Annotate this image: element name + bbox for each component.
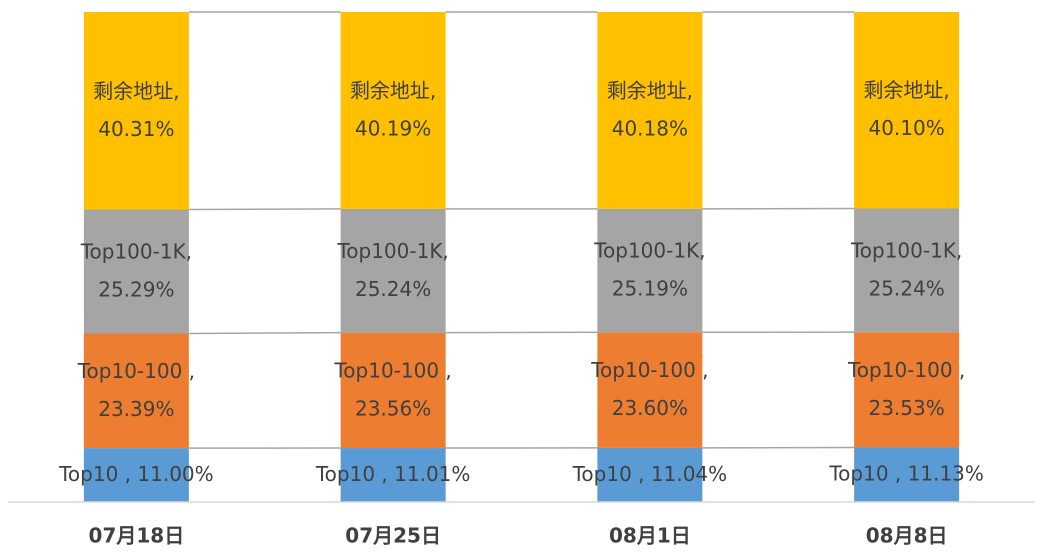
- data-label-line: Top10 , 11.00%: [58, 462, 214, 486]
- bar-segment: [83, 12, 189, 210]
- bar-segment: [597, 208, 703, 333]
- data-label-line: Top10-100 ,: [77, 358, 195, 382]
- bar-segment: [340, 332, 446, 449]
- data-label: 剩余地址, 40.10%: [863, 78, 949, 140]
- x-tick-label: 07月25日: [345, 524, 441, 548]
- data-label-line: Top100-1K,: [80, 239, 192, 263]
- data-label-line: 23.39%: [98, 396, 174, 420]
- bar-segment: [340, 208, 446, 333]
- data-label-line: 剩余地址,: [350, 78, 436, 102]
- data-label-line: 25.29%: [98, 277, 174, 301]
- data-label-line: 23.56%: [355, 396, 431, 420]
- data-label-line: 40.19%: [355, 116, 431, 140]
- series-line: [188, 208, 341, 211]
- data-label: 剩余地址, 40.18%: [607, 78, 693, 140]
- bar-segment: [854, 447, 960, 502]
- data-label-line: 剩余地址,: [863, 78, 949, 102]
- data-label-line: 23.53%: [868, 395, 944, 419]
- bar-segment: [854, 332, 960, 448]
- bar-segment: [83, 209, 189, 334]
- data-label-line: 40.18%: [612, 116, 688, 140]
- bar-segment: [597, 12, 703, 209]
- data-label-line: 剩余地址,: [607, 78, 693, 102]
- data-label-line: 40.10%: [868, 116, 944, 140]
- x-tick-label: 07月18日: [89, 524, 185, 548]
- data-label: 剩余地址, 40.31%: [93, 78, 179, 140]
- series-line: [188, 331, 341, 335]
- data-label: Top10 , 11.04%: [572, 461, 728, 485]
- data-label-line: Top10 , 11.04%: [572, 461, 728, 485]
- bar-segment: [854, 208, 960, 333]
- data-label: Top10-100 , 23.53%: [847, 357, 965, 419]
- bar-segment: [340, 448, 446, 502]
- data-label-line: 25.24%: [868, 276, 944, 300]
- data-label: 剩余地址, 40.19%: [350, 78, 436, 140]
- data-label: Top100-1K, 25.24%: [336, 238, 448, 300]
- data-label: Top10-100 , 23.56%: [333, 358, 451, 420]
- data-label-line: Top10-100 ,: [333, 358, 451, 382]
- x-tick-label: 08月8日: [866, 524, 948, 548]
- data-label-line: Top100-1K,: [336, 238, 448, 262]
- data-label: Top100-1K, 25.24%: [850, 238, 962, 300]
- data-label-line: Top10-100 ,: [590, 358, 708, 382]
- data-label-line: Top10 , 11.01%: [315, 462, 471, 486]
- data-label-line: Top10-100 ,: [847, 357, 965, 381]
- data-label-line: 剩余地址,: [93, 78, 179, 102]
- data-label: Top10 , 11.01%: [315, 462, 471, 486]
- data-label-line: 23.60%: [612, 396, 688, 420]
- data-label: Top10 , 11.00%: [58, 462, 214, 486]
- data-label: Top100-1K, 25.19%: [593, 238, 705, 300]
- data-label: Top10-100 , 23.39%: [77, 358, 195, 420]
- data-label: Top10-100 , 23.60%: [590, 358, 708, 420]
- bar-segment: [597, 332, 703, 448]
- bar-segment: [340, 12, 446, 209]
- bar-segment: [597, 447, 703, 502]
- data-label-line: Top100-1K,: [850, 238, 962, 262]
- data-label-line: 25.24%: [355, 276, 431, 300]
- data-label: Top100-1K, 25.29%: [80, 239, 192, 301]
- bar-segment: [83, 333, 189, 449]
- data-label: Top10 , 11.13%: [828, 461, 984, 485]
- data-label-line: Top10 , 11.13%: [828, 461, 984, 485]
- x-tick-label: 08月1日: [609, 524, 691, 548]
- bar-segment: [854, 12, 960, 209]
- data-label-line: Top100-1K,: [593, 238, 705, 262]
- bar-segment: [83, 448, 189, 502]
- data-label-line: 40.31%: [98, 116, 174, 140]
- data-label-line: 25.19%: [612, 276, 688, 300]
